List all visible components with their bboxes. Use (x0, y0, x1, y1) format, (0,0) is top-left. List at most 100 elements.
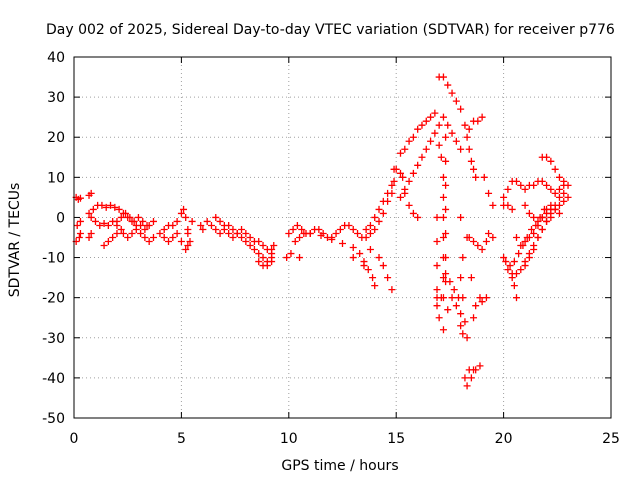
data-point-marker (375, 217, 383, 225)
data-point-marker (433, 262, 441, 270)
y-tick-label: -50 (42, 411, 65, 427)
data-point-marker (242, 229, 250, 237)
data-point-marker (444, 306, 452, 314)
data-point-marker (317, 231, 325, 239)
data-point-marker (510, 282, 518, 290)
data-point-marker (465, 145, 473, 153)
data-point-marker (180, 205, 188, 213)
data-point-marker (530, 229, 538, 237)
data-point-marker (444, 121, 452, 129)
data-point-marker (369, 274, 377, 282)
data-point-marker (255, 258, 263, 266)
data-point-marker (538, 225, 546, 233)
data-point-marker (405, 201, 413, 209)
data-point-marker (390, 177, 398, 185)
data-point-marker (525, 209, 533, 217)
y-tick-label: 40 (47, 50, 65, 66)
data-point-marker (467, 274, 475, 282)
data-point-marker (186, 238, 194, 246)
data-point-marker (216, 217, 224, 225)
data-point-marker (371, 225, 379, 233)
data-point-marker (379, 197, 387, 205)
data-point-marker (528, 225, 536, 233)
data-point-marker (472, 173, 480, 181)
axis-ticks: -50 -40 -30 -20 -10 0 10 20 30 40 0 5 10 15 20 25 (42, 50, 620, 447)
data-point-marker (543, 217, 551, 225)
data-point-marker (463, 382, 471, 390)
data-point-marker (461, 374, 469, 382)
y-tick-label: 0 (56, 210, 65, 226)
x-tick-label: 15 (387, 431, 405, 447)
data-point-marker (521, 201, 529, 209)
data-point-marker (85, 209, 93, 217)
data-point-marker (439, 254, 447, 262)
data-point-marker (482, 294, 490, 302)
data-point-marker (463, 334, 471, 342)
data-point-marker (422, 117, 430, 125)
data-point-marker (216, 229, 224, 237)
data-point-marker (345, 221, 353, 229)
data-point-marker (444, 81, 452, 89)
series-sat-b (94, 201, 157, 246)
series-sat-a (72, 189, 125, 250)
data-point-marker (76, 217, 84, 225)
data-point-marker (87, 213, 95, 221)
data-point-marker (184, 242, 192, 250)
y-tick-label: -40 (42, 371, 65, 387)
data-point-marker (478, 246, 486, 254)
data-point-marker (504, 266, 512, 274)
data-point-marker (442, 133, 450, 141)
y-tick-label: 30 (47, 90, 65, 106)
data-point-marker (229, 225, 237, 233)
data-point-marker (315, 225, 323, 233)
data-point-marker (85, 234, 93, 241)
data-point-marker (517, 181, 525, 189)
data-point-marker (470, 314, 478, 322)
series-sat-l (508, 181, 572, 302)
data-point-marker (478, 298, 486, 306)
data-point-marker (173, 229, 181, 237)
data-point-marker (538, 177, 546, 185)
data-point-marker (502, 258, 510, 266)
data-point-marker (117, 213, 125, 221)
data-point-marker (188, 217, 196, 225)
data-point-marker (255, 250, 263, 258)
data-point-marker (414, 213, 422, 221)
data-point-marker (454, 294, 462, 302)
data-point-marker (169, 234, 177, 241)
data-point-marker (85, 191, 93, 199)
data-point-marker (489, 201, 497, 209)
data-point-marker (521, 238, 529, 246)
data-point-marker (472, 366, 480, 374)
data-point-marker (442, 205, 450, 213)
y-tick-label: -30 (42, 331, 65, 347)
data-point-marker (379, 209, 387, 217)
data-point-marker (442, 181, 450, 189)
data-point-marker (250, 246, 258, 254)
data-point-marker (463, 133, 471, 141)
data-point-marker (165, 238, 173, 246)
data-point-marker (478, 113, 486, 121)
data-point-marker (512, 234, 520, 241)
data-point-marker (442, 157, 450, 165)
data-point-marker (467, 374, 475, 382)
data-point-marker (229, 234, 237, 241)
data-point-marker (117, 225, 125, 233)
data-point-marker (489, 234, 497, 241)
data-point-marker (169, 221, 177, 229)
data-point-marker (405, 177, 413, 185)
data-point-marker (349, 254, 357, 262)
data-point-marker (111, 203, 119, 211)
data-point-marker (371, 282, 379, 290)
data-point-marker (448, 89, 456, 97)
data-point-marker (435, 314, 443, 322)
data-point-marker (388, 286, 396, 294)
data-point-marker (532, 221, 540, 229)
data-point-marker (113, 217, 121, 225)
data-point-marker (149, 217, 157, 225)
data-point-marker (543, 209, 551, 217)
data-point-marker (452, 302, 460, 310)
data-point-marker (207, 221, 215, 229)
data-point-marker (384, 274, 392, 282)
series-sat-j (465, 113, 563, 254)
